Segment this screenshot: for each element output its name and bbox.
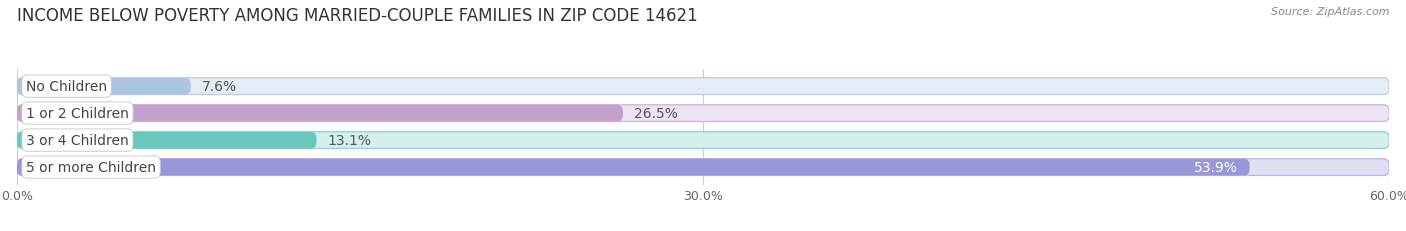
FancyBboxPatch shape — [17, 132, 316, 149]
Text: 3 or 4 Children: 3 or 4 Children — [27, 134, 129, 147]
FancyBboxPatch shape — [17, 105, 623, 122]
FancyBboxPatch shape — [17, 132, 1389, 149]
FancyBboxPatch shape — [17, 79, 1389, 95]
Text: INCOME BELOW POVERTY AMONG MARRIED-COUPLE FAMILIES IN ZIP CODE 14621: INCOME BELOW POVERTY AMONG MARRIED-COUPL… — [17, 7, 697, 25]
Text: 7.6%: 7.6% — [202, 80, 238, 94]
Text: 5 or more Children: 5 or more Children — [27, 160, 156, 174]
Text: No Children: No Children — [27, 80, 107, 94]
FancyBboxPatch shape — [17, 159, 1389, 176]
FancyBboxPatch shape — [17, 79, 191, 95]
Text: Source: ZipAtlas.com: Source: ZipAtlas.com — [1271, 7, 1389, 17]
Text: 13.1%: 13.1% — [328, 134, 373, 147]
Text: 1 or 2 Children: 1 or 2 Children — [27, 107, 129, 121]
Text: 53.9%: 53.9% — [1194, 160, 1239, 174]
FancyBboxPatch shape — [17, 159, 1250, 176]
FancyBboxPatch shape — [17, 105, 1389, 122]
Text: 26.5%: 26.5% — [634, 107, 678, 121]
